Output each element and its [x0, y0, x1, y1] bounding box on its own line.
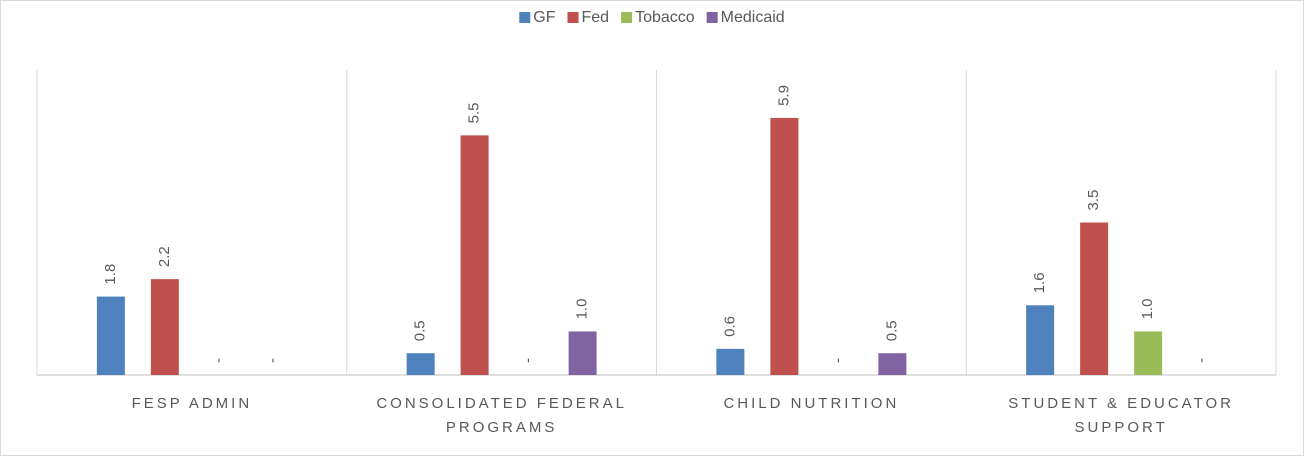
data-label: 0.5 [412, 320, 429, 341]
bar [770, 117, 799, 375]
x-tick-label: FESP ADMIN [131, 395, 253, 412]
legend-swatch [567, 12, 579, 23]
legend-label: Medicaid [721, 9, 785, 26]
x-tick-label: CHILD NUTRITION [723, 395, 900, 412]
data-label: 0.6 [721, 316, 738, 337]
bar [1080, 222, 1109, 375]
legend-label: GF [533, 9, 555, 26]
bar [406, 353, 435, 375]
bar [96, 296, 125, 375]
data-label: 1.8 [102, 264, 119, 285]
legend-swatch [519, 12, 531, 23]
legend-swatch [706, 12, 718, 23]
bar [716, 348, 745, 375]
data-label: 2.2 [156, 246, 173, 267]
data-label: - [829, 358, 846, 363]
data-label: 5.5 [466, 102, 483, 123]
data-label: - [210, 358, 227, 363]
data-label: 1.6 [1031, 272, 1048, 293]
data-label: - [520, 358, 537, 363]
data-label: 1.0 [574, 299, 591, 320]
bar [878, 353, 907, 375]
data-label: - [1193, 358, 1210, 363]
data-label: 5.9 [775, 85, 792, 106]
bar [460, 135, 489, 375]
bar [1134, 331, 1163, 375]
data-label: 1.0 [1139, 299, 1156, 320]
x-tick-label: STUDENT & EDUCATOR SUPPORT [1008, 395, 1234, 436]
data-label: 3.5 [1085, 190, 1102, 211]
bar [150, 279, 179, 375]
x-tick-label: CONSOLIDATED FEDERAL PROGRAMS [376, 395, 627, 436]
data-label: 0.5 [883, 320, 900, 341]
data-label: - [264, 358, 281, 363]
legend-label: Fed [582, 9, 610, 26]
bar [568, 331, 597, 375]
legend-label: Tobacco [635, 9, 695, 26]
bar [1026, 305, 1055, 375]
legend-swatch [621, 12, 633, 23]
